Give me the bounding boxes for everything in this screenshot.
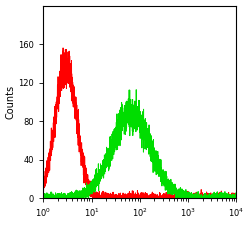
Y-axis label: Counts: Counts (6, 85, 16, 119)
